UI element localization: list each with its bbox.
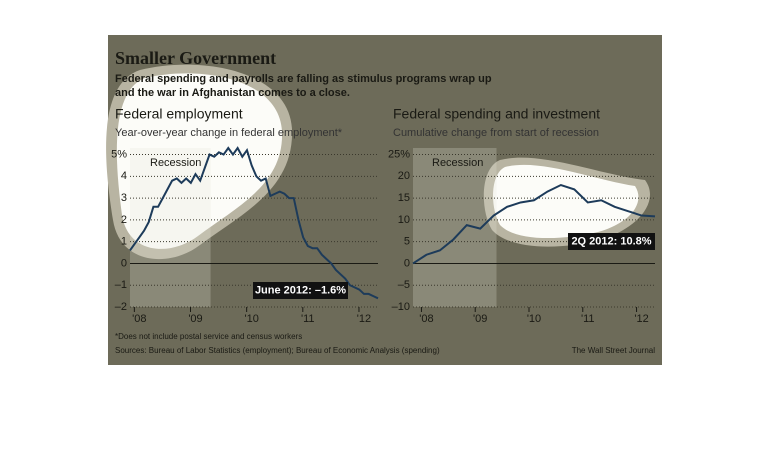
y-tick-label: –10 (392, 301, 410, 313)
recession-band (413, 148, 497, 307)
chart-title: Federal employment (115, 106, 243, 122)
x-tick-label: '09 (473, 313, 487, 325)
y-tick-label: 10 (398, 214, 410, 226)
annotation: 2Q 2012: 10.8% (571, 235, 651, 247)
subtitle: Federal spending and payrolls are fallin… (115, 73, 492, 85)
credit: The Wall Street Journal (572, 346, 656, 355)
x-tick-label: '08 (419, 313, 433, 325)
x-tick-label: '08 (132, 313, 146, 325)
annotation: June 2012: –1.6% (255, 284, 346, 296)
y-tick-label: 3 (121, 192, 127, 204)
chart-title: Federal spending and investment (393, 106, 600, 122)
x-tick-label: '09 (188, 313, 202, 325)
y-tick-label: 4 (121, 170, 127, 182)
y-tick-label: 5 (404, 236, 410, 248)
x-tick-label: '11 (301, 313, 315, 325)
y-tick-label: 0 (404, 257, 410, 269)
annotation-box (568, 233, 655, 250)
y-tick-label: 15 (398, 192, 410, 204)
line (129, 146, 379, 300)
title: Smaller Government (115, 48, 276, 68)
chart-subtitle: Year-over-year change in federal employm… (115, 127, 343, 139)
x-tick-label: '10 (527, 313, 541, 325)
y-tick-label: 1 (121, 236, 127, 248)
recession-band (130, 148, 211, 307)
y-tick-label: 20 (398, 170, 410, 182)
y-tick-label: –2 (115, 301, 127, 313)
y-tick-label: 5% (111, 148, 127, 160)
y-tick-label: 25% (388, 148, 410, 160)
line (412, 183, 656, 265)
chart-subtitle: Cumulative change from start of recessio… (393, 127, 599, 139)
footnote: *Does not include postal service and cen… (115, 332, 302, 341)
x-tick-label: '10 (244, 313, 258, 325)
x-tick-label: '11 (581, 313, 595, 325)
annotation-box (253, 282, 348, 299)
recession-label: Recession (150, 157, 201, 169)
y-tick-label: 0 (121, 257, 127, 269)
y-tick-label: 2 (121, 214, 127, 226)
x-tick-label: '12 (634, 313, 648, 325)
y-tick-label: –5 (398, 279, 410, 291)
sources: Sources: Bureau of Labor Statistics (emp… (115, 346, 440, 355)
x-tick-label: '12 (357, 313, 371, 325)
recession-label: Recession (432, 157, 483, 169)
y-tick-label: –1 (115, 279, 127, 291)
subtitle: and the war in Afghanistan comes to a cl… (115, 87, 350, 99)
